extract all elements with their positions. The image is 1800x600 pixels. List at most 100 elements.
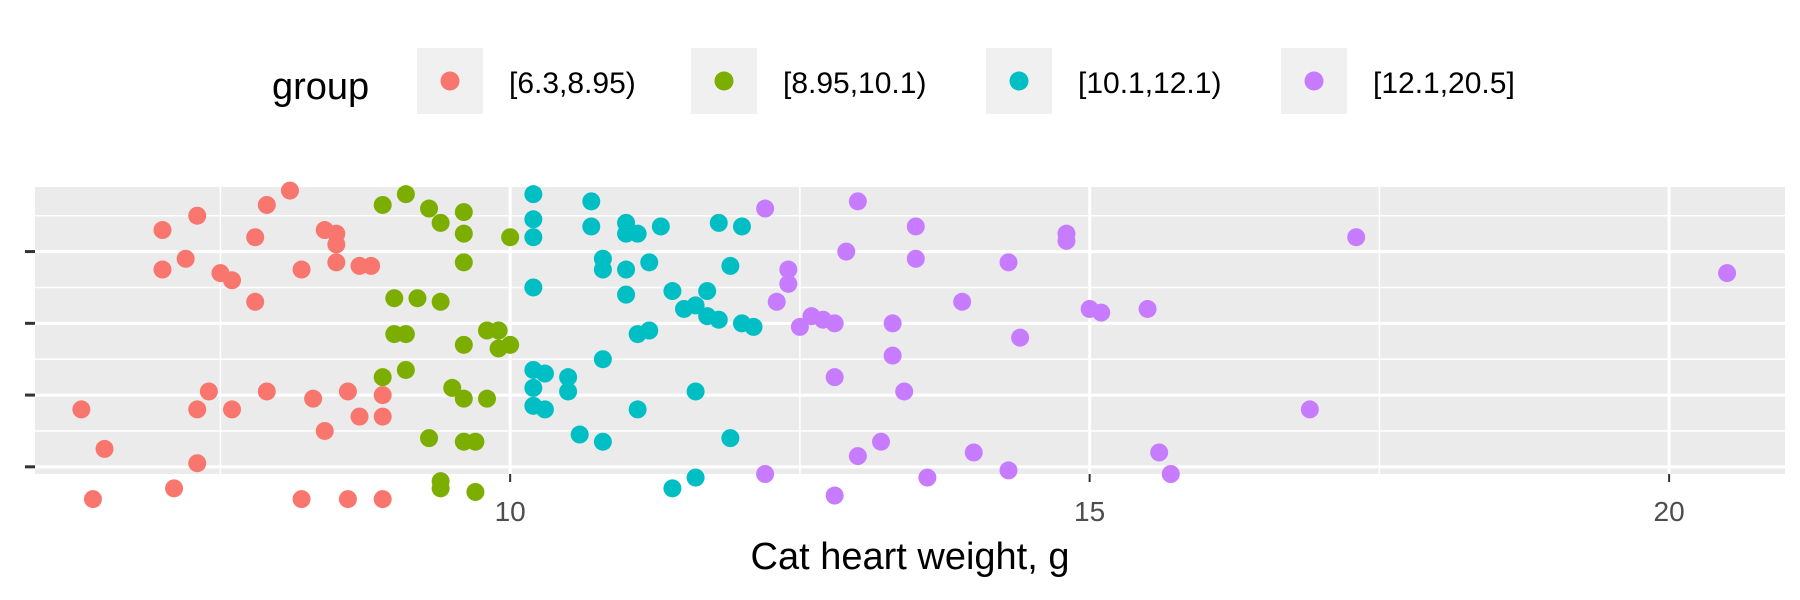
data-point: [153, 260, 172, 279]
data-point: [756, 199, 775, 218]
data-point: [906, 217, 925, 236]
data-point: [223, 271, 242, 290]
data-point: [1718, 264, 1737, 283]
data-point: [466, 482, 485, 501]
data-point: [385, 289, 404, 308]
data-point: [83, 490, 102, 509]
data-point: [431, 213, 450, 232]
data-point: [454, 253, 473, 272]
data-point: [373, 490, 392, 509]
data-point: [165, 479, 184, 498]
data-point: [825, 314, 844, 333]
legend: group [6.3,8.95) [8.95,10.1) [10.1,12.1) [1…: [272, 48, 1515, 114]
series-4: [756, 192, 1737, 505]
data-point: [257, 382, 276, 401]
data-point: [559, 382, 578, 401]
data-point: [454, 203, 473, 222]
data-point: [524, 185, 543, 204]
data-point: [721, 256, 740, 275]
data-point: [709, 213, 728, 232]
data-point: [72, 400, 91, 419]
data-point: [420, 429, 439, 448]
data-point: [396, 360, 415, 379]
data-point: [895, 382, 914, 401]
data-point: [848, 192, 867, 211]
legend-label: [6.3,8.95): [509, 67, 636, 100]
data-point: [837, 242, 856, 261]
data-point: [964, 443, 983, 462]
legend-item: [12.1,20.5]: [1281, 48, 1515, 114]
data-point: [431, 479, 450, 498]
data-point: [524, 278, 543, 297]
data-point: [292, 260, 311, 279]
data-points: [72, 181, 1737, 509]
data-point: [825, 368, 844, 387]
series-3: [524, 185, 763, 498]
data-point: [1161, 465, 1180, 483]
data-point: [756, 465, 775, 483]
data-point: [327, 253, 346, 272]
data-point: [848, 447, 867, 466]
data-point: [593, 350, 612, 369]
data-point: [350, 407, 369, 426]
data-point: [1011, 328, 1030, 347]
data-point: [95, 439, 114, 458]
data-point: [176, 249, 195, 268]
legend-title: group: [272, 66, 369, 108]
data-point: [524, 210, 543, 229]
data-point: [188, 400, 207, 419]
data-point: [617, 285, 636, 304]
data-point: [153, 221, 172, 240]
data-point: [489, 339, 508, 358]
data-point: [257, 195, 276, 214]
data-point: [872, 432, 891, 451]
data-point: [617, 260, 636, 279]
data-point: [501, 228, 520, 247]
data-point: [883, 314, 902, 333]
legend-swatch: [1304, 71, 1324, 91]
legend-swatch: [440, 71, 460, 91]
data-point: [292, 490, 311, 509]
data-point: [593, 260, 612, 279]
data-point: [535, 364, 554, 383]
data-point: [721, 429, 740, 448]
data-point: [663, 282, 682, 301]
data-point: [524, 228, 543, 247]
axes: 10 15 20: [25, 250, 1685, 527]
data-point: [246, 228, 265, 247]
legend-label: [12.1,20.5]: [1373, 67, 1515, 100]
series-1: [72, 181, 392, 509]
data-point: [559, 368, 578, 387]
legend-item: [6.3,8.95): [417, 48, 636, 114]
data-point: [396, 185, 415, 204]
data-point: [709, 310, 728, 329]
legend-item: [8.95,10.1): [691, 48, 926, 114]
data-point: [779, 274, 798, 293]
data-point: [570, 425, 589, 444]
data-point: [628, 325, 647, 344]
data-point: [199, 382, 218, 401]
legend-swatch: [714, 71, 734, 91]
legend-label: [8.95,10.1): [783, 67, 926, 100]
data-point: [408, 289, 427, 308]
data-point: [338, 382, 357, 401]
data-point: [1057, 231, 1076, 250]
legend-swatch: [1009, 71, 1029, 91]
data-point: [373, 386, 392, 405]
data-point: [732, 217, 751, 236]
data-point: [617, 224, 636, 243]
data-point: [593, 432, 612, 451]
data-point: [744, 317, 763, 336]
x-tick-label: 15: [1074, 496, 1105, 527]
data-point: [362, 256, 381, 275]
data-point: [454, 389, 473, 408]
data-point: [454, 224, 473, 243]
data-point: [767, 292, 786, 311]
data-point: [443, 378, 462, 397]
data-point: [373, 368, 392, 387]
data-point: [304, 389, 323, 408]
data-point: [373, 407, 392, 426]
data-point: [779, 260, 798, 279]
data-point: [628, 400, 647, 419]
data-point: [790, 317, 809, 336]
